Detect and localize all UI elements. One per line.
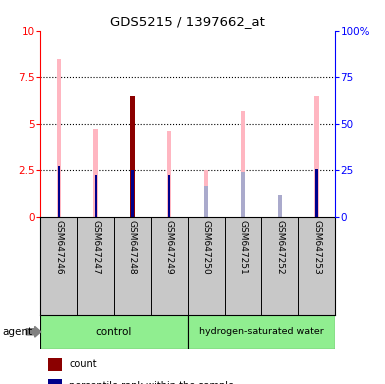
- Text: percentile rank within the sample: percentile rank within the sample: [69, 381, 234, 384]
- Bar: [167, 131, 171, 217]
- Text: count: count: [69, 359, 97, 369]
- Title: GDS5215 / 1397662_at: GDS5215 / 1397662_at: [110, 15, 265, 28]
- Bar: [204, 186, 208, 217]
- Text: GSM647248: GSM647248: [128, 220, 137, 275]
- Bar: [241, 111, 245, 217]
- Text: GSM647251: GSM647251: [238, 220, 248, 275]
- Bar: [57, 59, 61, 217]
- Text: control: control: [96, 327, 132, 337]
- Text: agent: agent: [2, 327, 32, 337]
- Text: GSM647246: GSM647246: [54, 220, 64, 275]
- Bar: [278, 195, 281, 217]
- Text: GSM647249: GSM647249: [165, 220, 174, 275]
- Text: hydrogen-saturated water: hydrogen-saturated water: [199, 327, 324, 336]
- Bar: [40, 315, 188, 349]
- Bar: [168, 175, 171, 217]
- Bar: [129, 96, 136, 217]
- Bar: [94, 129, 98, 217]
- Bar: [131, 170, 134, 217]
- Bar: [95, 175, 97, 217]
- Text: GSM647247: GSM647247: [91, 220, 100, 275]
- Bar: [314, 96, 319, 217]
- Text: GSM647252: GSM647252: [275, 220, 284, 275]
- Bar: [58, 166, 60, 217]
- Bar: [315, 169, 318, 217]
- Text: GSM647250: GSM647250: [202, 220, 211, 275]
- Bar: [204, 170, 208, 217]
- Text: GSM647253: GSM647253: [312, 220, 321, 275]
- Bar: [187, 315, 335, 349]
- Bar: [241, 172, 245, 217]
- Bar: [315, 169, 318, 217]
